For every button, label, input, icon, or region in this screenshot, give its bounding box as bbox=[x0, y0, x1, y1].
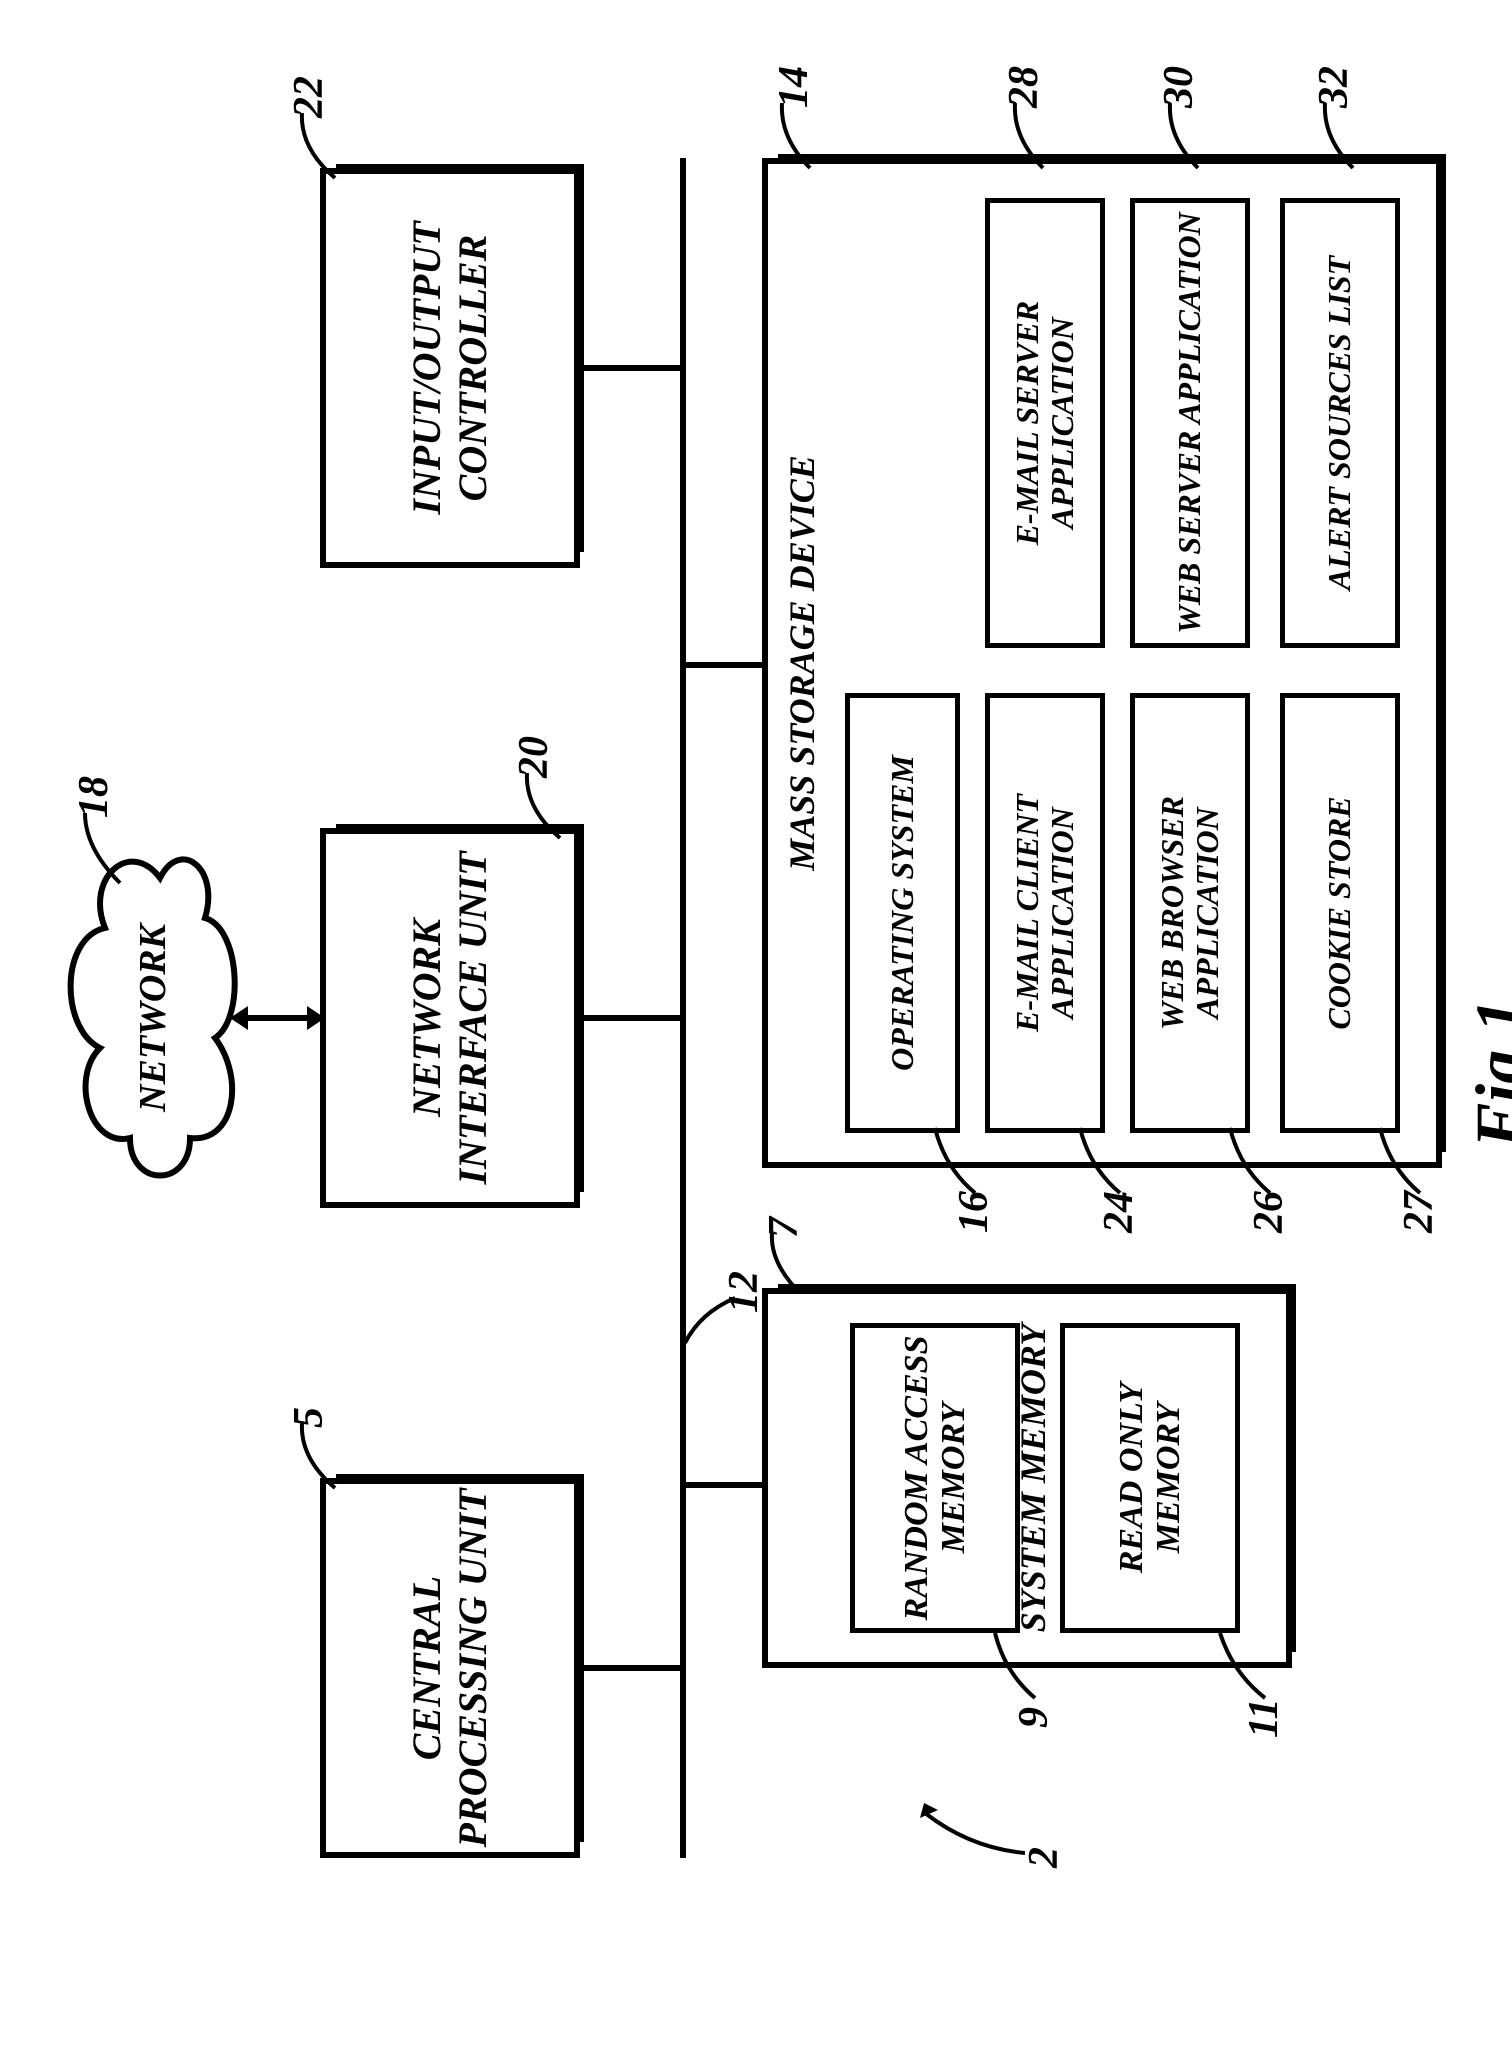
network-nic-arrow bbox=[230, 998, 325, 1038]
cpu-box: CENTRAL PROCESSING UNIT bbox=[320, 1478, 580, 1858]
diagram-stage: NETWORK 18 CENTRAL PROCESSING UNIT 5 NET… bbox=[0, 0, 1512, 2068]
nic-label: NETWORK INTERFACE UNIT bbox=[404, 834, 496, 1202]
system-ref-lead bbox=[920, 1798, 1030, 1868]
rom-ref-lead bbox=[1215, 1628, 1270, 1708]
browser-label: WEB BROWSER APPLICATION bbox=[1155, 698, 1225, 1128]
email-server-box: E-MAIL SERVER APPLICATION bbox=[985, 198, 1105, 648]
web-server-ref-lead bbox=[1160, 98, 1205, 173]
ram-ref-lead bbox=[990, 1628, 1040, 1708]
browser-ref-lead bbox=[1225, 1123, 1275, 1203]
network-label: NETWORK bbox=[132, 921, 174, 1113]
storage-bus-conn bbox=[686, 662, 766, 668]
network-ref-lead bbox=[75, 808, 125, 888]
email-client-label: E-MAIL CLIENT APPLICATION bbox=[1010, 698, 1080, 1128]
system-bus bbox=[680, 158, 686, 1858]
ram-label: RANDOM ACCESS MEMORY bbox=[898, 1328, 973, 1628]
os-label: OPERATING SYSTEM bbox=[885, 755, 920, 1071]
os-box: OPERATING SYSTEM bbox=[845, 693, 960, 1133]
nic-ref-lead bbox=[515, 768, 565, 843]
ram-box: RANDOM ACCESS MEMORY bbox=[850, 1323, 1020, 1633]
io-box: INPUT/OUTPUT CONTROLLER bbox=[320, 168, 580, 568]
sysmem-bus-conn bbox=[686, 1482, 766, 1488]
cpu-bus-conn bbox=[580, 1665, 680, 1671]
cookie-label: COOKIE STORE bbox=[1322, 796, 1357, 1029]
sysmem-ref-lead bbox=[762, 1228, 807, 1298]
storage-label: MASS STORAGE DEVICE bbox=[782, 164, 823, 1162]
email-server-ref-lead bbox=[1005, 98, 1050, 173]
rom-label: READ ONLY MEMORY bbox=[1113, 1328, 1188, 1628]
nic-box: NETWORK INTERFACE UNIT bbox=[320, 828, 580, 1208]
web-server-box: WEB SERVER APPLICATION bbox=[1130, 198, 1250, 648]
bus-ref-lead bbox=[680, 1288, 740, 1348]
nic-bus-conn bbox=[580, 1015, 680, 1021]
alerts-box: ALERT SOURCES LIST bbox=[1280, 198, 1400, 648]
cpu-ref-lead bbox=[290, 1418, 340, 1493]
browser-box: WEB BROWSER APPLICATION bbox=[1130, 693, 1250, 1133]
email-client-box: E-MAIL CLIENT APPLICATION bbox=[985, 693, 1105, 1133]
email-server-label: E-MAIL SERVER APPLICATION bbox=[1010, 203, 1080, 643]
cookie-box: COOKIE STORE bbox=[1280, 693, 1400, 1133]
email-client-ref-lead bbox=[1075, 1123, 1125, 1203]
os-ref-lead bbox=[930, 1123, 980, 1203]
web-server-label: WEB SERVER APPLICATION bbox=[1172, 212, 1207, 633]
cpu-label: CENTRAL PROCESSING UNIT bbox=[404, 1484, 496, 1852]
io-ref-lead bbox=[290, 108, 340, 183]
cookie-ref-lead bbox=[1375, 1123, 1425, 1203]
network-cloud: NETWORK bbox=[50, 838, 250, 1198]
alerts-ref-lead bbox=[1315, 98, 1360, 173]
figure-label: Fig.1. bbox=[1460, 982, 1512, 1148]
ram-ref: 9 bbox=[1010, 1707, 1058, 1728]
io-label: INPUT/OUTPUT CONTROLLER bbox=[404, 174, 496, 562]
io-bus-conn bbox=[580, 365, 680, 371]
storage-ref-lead bbox=[772, 98, 817, 173]
alerts-label: ALERT SOURCES LIST bbox=[1322, 256, 1357, 590]
rom-box: READ ONLY MEMORY bbox=[1060, 1323, 1240, 1633]
